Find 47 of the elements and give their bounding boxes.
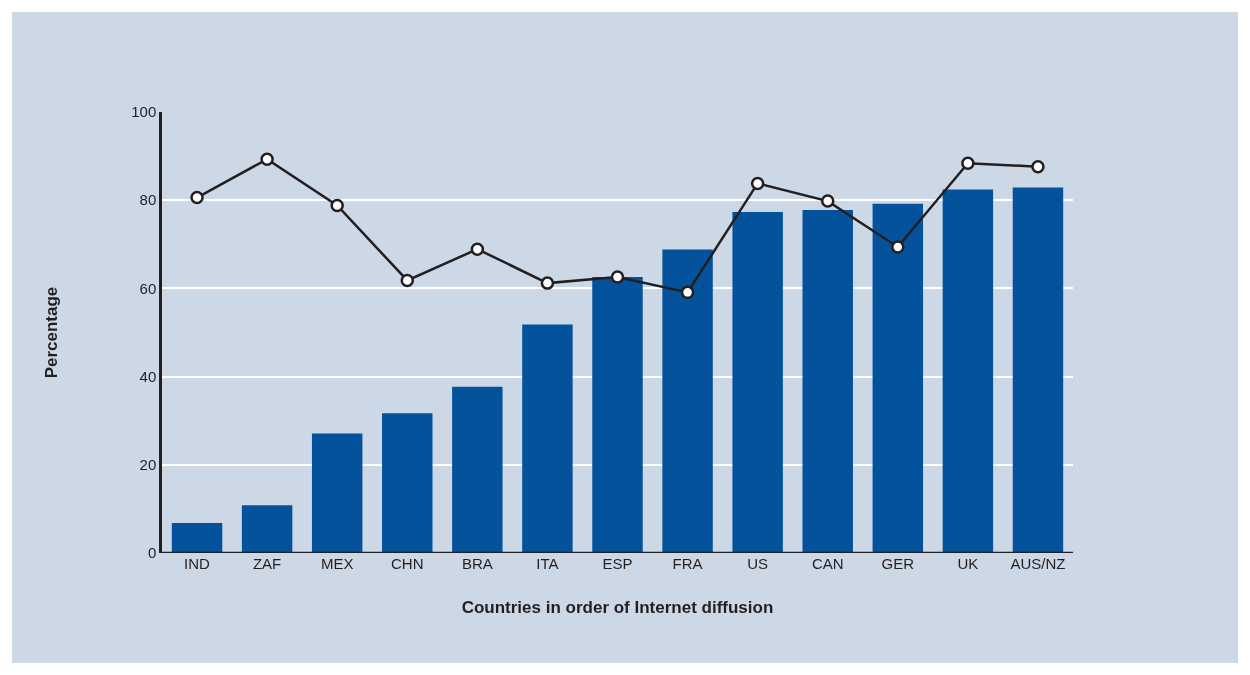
point (470, 242, 485, 256)
bar (382, 413, 433, 553)
y-tick-label: 0 (147, 544, 157, 562)
y-tick-label: 100 (131, 103, 157, 121)
x-tick-label: AUS/NZ (1010, 555, 1066, 572)
bar (872, 203, 924, 553)
bar (942, 189, 994, 553)
x-tick-label: BRA (461, 555, 493, 572)
point (330, 198, 344, 213)
point (961, 156, 975, 170)
point (610, 270, 625, 284)
bar (732, 212, 783, 553)
y-tick-label: 80 (139, 191, 157, 209)
bar (592, 276, 643, 553)
x-tick-label: GER (881, 555, 915, 572)
x-tick-label: ZAF (252, 555, 282, 572)
y-tick-label: 20 (139, 456, 157, 474)
bar (311, 433, 363, 553)
x-tick-label: ESP (602, 555, 633, 572)
point (1031, 159, 1045, 174)
x-tick-label: FRA (672, 555, 703, 572)
point (680, 285, 695, 300)
x-tick-label: UK (957, 555, 979, 572)
x-tick-label: US (747, 555, 769, 572)
x-tick-label: IND (184, 555, 211, 572)
x-axis-title: Countries in order of Internet diffusion (461, 598, 774, 618)
bar (1012, 187, 1064, 553)
y-axis-title: Percentage (41, 286, 61, 379)
x-tick-label: CHN (391, 555, 424, 572)
point (540, 276, 555, 290)
point (260, 152, 274, 166)
bar (662, 249, 713, 553)
point (400, 273, 415, 288)
x-tick-label: CAN (811, 555, 844, 572)
bar (522, 324, 573, 553)
bar (241, 505, 293, 553)
x-tick-label: MEX (320, 555, 354, 572)
y-tick-label: 40 (139, 367, 157, 385)
bar (171, 523, 223, 553)
x-tick-label: ITA (536, 555, 559, 572)
point (190, 190, 204, 205)
point (820, 194, 835, 208)
point (891, 240, 905, 254)
bar (802, 209, 853, 553)
y-tick-label: 60 (139, 279, 157, 297)
point (750, 176, 765, 191)
bar (452, 386, 503, 553)
